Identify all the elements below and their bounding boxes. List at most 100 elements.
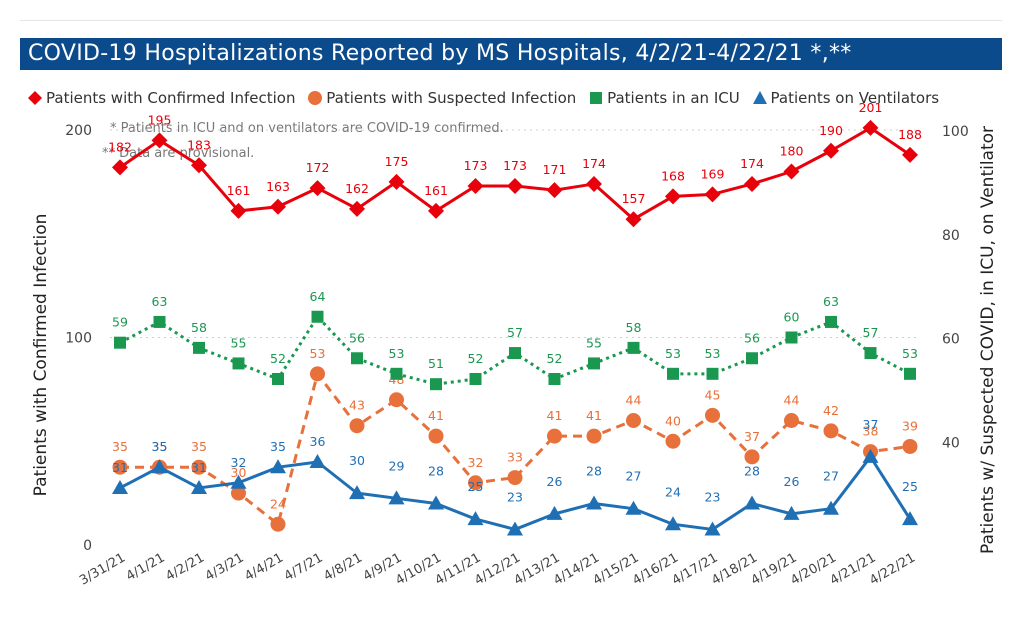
data-label-ventilators: 26: [784, 474, 800, 489]
data-label-confirmed: 195: [148, 112, 172, 127]
data-label-ventilators: 28: [744, 464, 760, 479]
legend-label-icu: Patients in an ICU: [607, 89, 740, 107]
data-point-confirmed: [823, 142, 839, 159]
data-point-confirmed: [191, 157, 207, 174]
data-point-icu: [153, 315, 166, 328]
legend-item-confirmed[interactable]: Patients with Confirmed Infection: [28, 89, 295, 107]
data-label-icu: 53: [665, 346, 681, 361]
x-tick-label: 4/4/21: [242, 550, 286, 584]
legend-item-suspected[interactable]: Patients with Suspected Infection: [308, 89, 576, 107]
data-label-confirmed: 161: [227, 183, 251, 198]
data-label-icu: 60: [784, 310, 800, 325]
data-label-suspected: 30: [231, 465, 247, 480]
data-point-icu: [825, 315, 837, 328]
triangle-marker-icon: [752, 91, 767, 104]
data-label-confirmed: 182: [108, 139, 132, 154]
data-point-ventilators: [862, 448, 879, 463]
data-point-ventilators: [230, 474, 247, 489]
data-label-suspected: 53: [310, 346, 326, 361]
data-label-suspected: 43: [349, 398, 365, 413]
data-point-suspected: [231, 485, 246, 501]
data-point-ventilators: [428, 495, 444, 510]
data-label-icu: 53: [902, 346, 918, 361]
data-label-icu: 52: [270, 351, 286, 366]
data-label-suspected: 44: [626, 393, 642, 408]
data-point-confirmed: [270, 198, 286, 215]
data-label-suspected: 35: [152, 439, 168, 454]
data-point-confirmed: [309, 180, 326, 197]
data-point-suspected: [902, 438, 918, 454]
data-label-suspected: 33: [507, 450, 523, 465]
data-label-icu: 58: [191, 320, 207, 335]
data-point-ventilators: [625, 500, 642, 515]
data-label-icu: 53: [705, 346, 721, 361]
data-label-ventilators: 35: [152, 439, 168, 454]
y-axis-title: Patients with Confirmed Infection: [31, 214, 51, 497]
data-label-ventilators: 31: [112, 460, 128, 475]
data-point-icu: [588, 357, 600, 370]
data-point-icu: [904, 367, 916, 380]
legend-label-ventilators: Patients on Ventilators: [770, 89, 940, 107]
data-point-confirmed: [428, 202, 444, 219]
data-point-confirmed: [349, 200, 365, 217]
data-label-ventilators: 31: [191, 460, 207, 475]
data-label-confirmed: 171: [543, 162, 567, 177]
data-label-ventilators: 36: [310, 434, 326, 449]
data-point-confirmed: [704, 186, 721, 203]
data-point-icu: [706, 367, 719, 380]
data-point-confirmed: [230, 202, 247, 219]
data-point-confirmed: [586, 175, 602, 192]
y-tick-label: 200: [65, 123, 92, 139]
data-point-ventilators: [902, 511, 918, 526]
data-point-ventilators: [704, 521, 721, 536]
data-label-ventilators: 35: [270, 439, 286, 454]
data-point-ventilators: [665, 516, 681, 531]
data-label-ventilators: 32: [231, 455, 247, 470]
data-label-icu: 55: [231, 335, 247, 350]
x-tick-label: 4/1/21: [124, 550, 168, 584]
data-point-suspected: [744, 449, 760, 465]
data-point-suspected: [823, 423, 839, 439]
data-point-ventilators: [191, 479, 207, 494]
data-point-ventilators: [586, 495, 602, 510]
data-label-icu: 57: [863, 325, 879, 340]
x-tick-label: 3/31/21: [77, 550, 128, 588]
data-label-ventilators: 27: [626, 469, 642, 484]
data-label-confirmed: 180: [780, 144, 804, 159]
title-bar: COVID-19 Hospitalizations Reported by MS…: [20, 38, 1002, 70]
y2-tick-label: 80: [942, 228, 960, 244]
data-point-suspected: [191, 459, 207, 475]
data-point-ventilators: [270, 459, 286, 474]
data-label-confirmed: 169: [701, 166, 725, 181]
data-point-confirmed: [112, 159, 128, 176]
data-point-icu: [509, 347, 521, 360]
data-point-suspected: [586, 428, 602, 444]
data-label-icu: 64: [310, 289, 326, 304]
data-point-icu: [627, 341, 640, 354]
square-marker-icon: [590, 92, 603, 104]
top-divider: [20, 20, 1002, 21]
data-point-suspected: [310, 366, 325, 382]
data-label-icu: 63: [152, 294, 168, 309]
legend-item-ventilators[interactable]: Patients on Ventilators: [752, 89, 940, 107]
data-label-icu: 56: [349, 330, 365, 345]
data-label-suspected: 42: [823, 403, 839, 418]
data-label-icu: 56: [744, 330, 760, 345]
data-label-confirmed: 168: [661, 168, 685, 183]
data-label-confirmed: 175: [385, 154, 409, 169]
data-label-ventilators: 28: [586, 464, 602, 479]
data-label-icu: 53: [389, 346, 405, 361]
data-point-suspected: [270, 516, 286, 532]
data-point-ventilators: [467, 511, 484, 526]
data-point-ventilators: [783, 505, 800, 520]
legend-label-confirmed: Patients with Confirmed Infection: [46, 89, 296, 107]
data-label-confirmed: 172: [306, 160, 330, 175]
data-point-confirmed: [744, 175, 760, 192]
diamond-marker-icon: [28, 91, 42, 105]
data-point-confirmed: [388, 173, 405, 190]
data-label-icu: 52: [468, 351, 484, 366]
data-point-confirmed: [665, 188, 681, 205]
data-point-icu: [746, 352, 758, 365]
legend-item-icu[interactable]: Patients in an ICU: [589, 89, 740, 107]
data-point-confirmed: [507, 178, 523, 195]
